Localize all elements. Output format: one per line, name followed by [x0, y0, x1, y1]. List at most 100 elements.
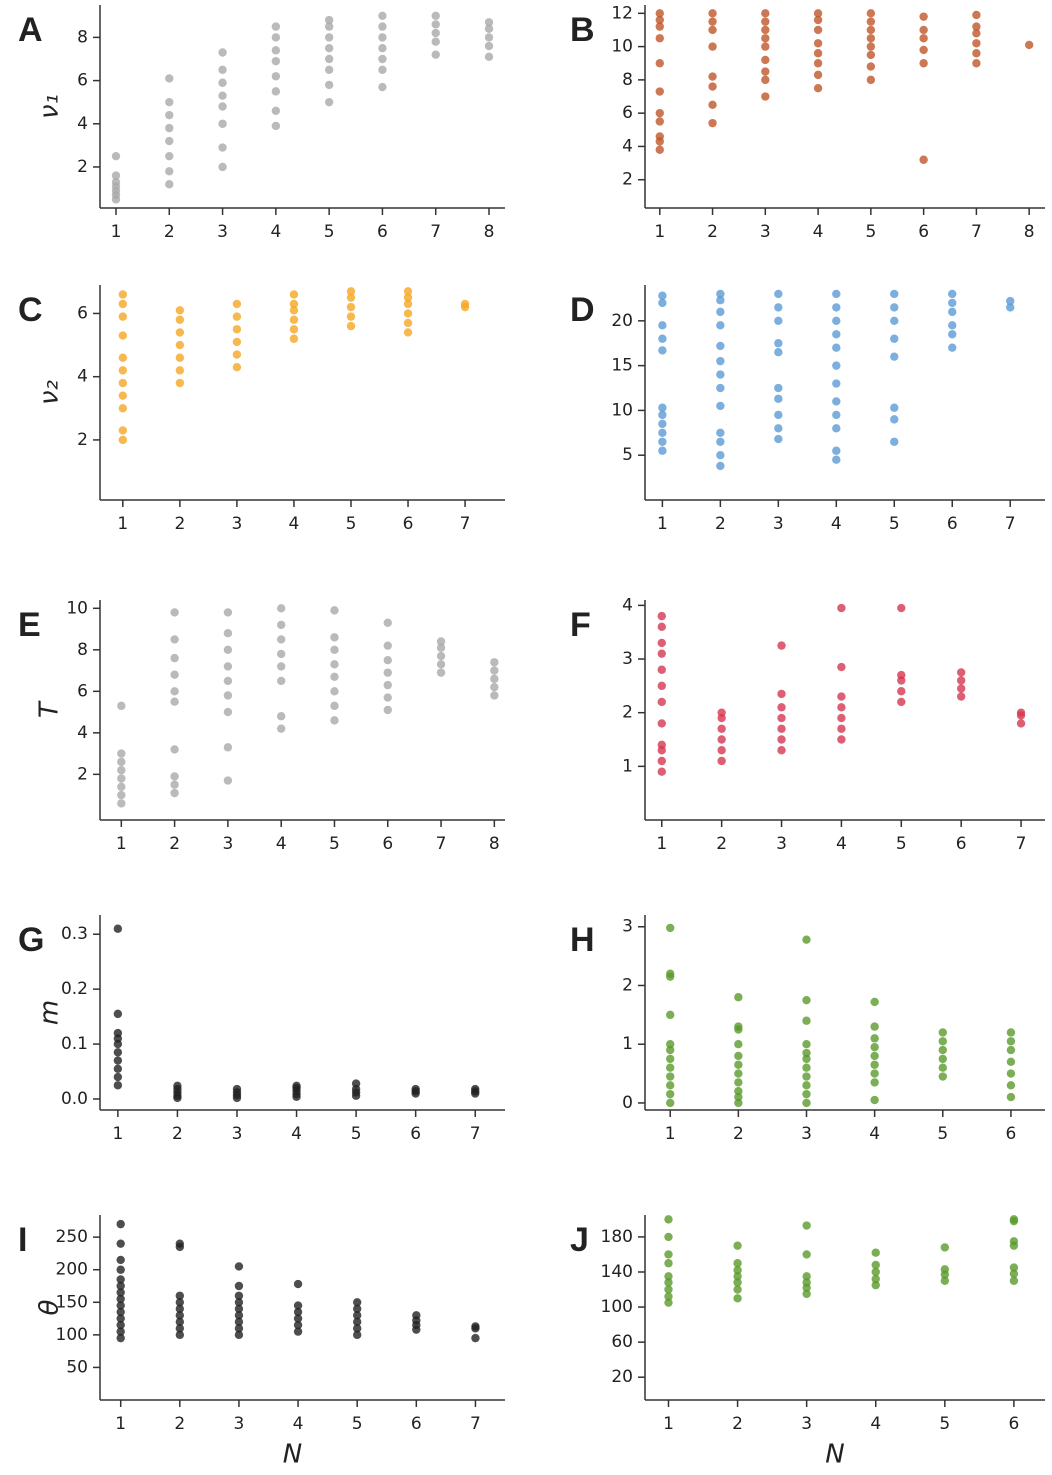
y-tick-label: 0.1 — [61, 1034, 88, 1054]
point — [165, 98, 173, 106]
point — [867, 42, 875, 50]
point — [490, 691, 498, 699]
point — [176, 1239, 184, 1247]
point — [666, 1040, 674, 1048]
point — [814, 84, 822, 92]
point — [233, 312, 241, 320]
y-tick-label: 8 — [622, 70, 633, 90]
point — [870, 1022, 878, 1030]
x-tick-label: 1 — [665, 1124, 676, 1144]
x-tick-label: 4 — [289, 514, 300, 534]
x-tick-label: 6 — [947, 514, 958, 534]
point — [656, 132, 664, 140]
point — [761, 42, 769, 50]
point — [777, 714, 785, 722]
x-tick-label: 6 — [403, 514, 414, 534]
point — [832, 447, 840, 455]
point — [437, 652, 445, 660]
y-tick-label: 2 — [622, 975, 633, 995]
point — [814, 59, 822, 67]
point — [972, 39, 980, 47]
point — [119, 300, 127, 308]
x-tick-label: 3 — [773, 514, 784, 534]
point — [802, 1090, 810, 1098]
point — [837, 692, 845, 700]
point — [870, 1078, 878, 1086]
point — [658, 719, 666, 727]
point — [176, 379, 184, 387]
point — [218, 92, 226, 100]
x-tick-label: 4 — [870, 1414, 881, 1434]
point — [666, 1055, 674, 1063]
point — [802, 1099, 810, 1107]
point — [1010, 1215, 1018, 1223]
point — [774, 303, 782, 311]
y-tick-label: 0 — [622, 1093, 633, 1113]
point — [939, 1064, 947, 1072]
point — [224, 646, 232, 654]
point — [656, 109, 664, 117]
point — [290, 325, 298, 333]
point — [1017, 708, 1025, 716]
point — [116, 1266, 124, 1274]
point — [708, 9, 716, 17]
point — [734, 1061, 742, 1069]
x-tick-label: 6 — [411, 1414, 422, 1434]
panel-label: I — [18, 1221, 27, 1259]
x-tick-label: 7 — [470, 1124, 481, 1144]
x-tick-label: 4 — [869, 1124, 880, 1144]
point — [378, 33, 386, 41]
point — [224, 776, 232, 784]
point — [777, 746, 785, 754]
point — [802, 935, 810, 943]
point — [119, 354, 127, 362]
point — [802, 996, 810, 1004]
point — [170, 697, 178, 705]
point — [290, 290, 298, 298]
y-tick-label: 2 — [77, 157, 88, 177]
point — [1007, 1058, 1015, 1066]
point — [272, 107, 280, 115]
point — [165, 180, 173, 188]
point — [347, 287, 355, 295]
point — [658, 698, 666, 706]
point — [119, 404, 127, 412]
point — [272, 122, 280, 130]
y-tick-label: 3 — [622, 649, 633, 669]
point — [890, 290, 898, 298]
y-tick-label: 2 — [622, 703, 633, 723]
point — [664, 1250, 672, 1258]
point — [272, 22, 280, 30]
point — [1007, 1093, 1015, 1101]
point — [224, 629, 232, 637]
x-tick-label: 7 — [430, 222, 441, 242]
point — [384, 693, 392, 701]
point — [832, 290, 840, 298]
point — [658, 623, 666, 631]
point — [972, 49, 980, 57]
point — [1006, 297, 1014, 305]
point — [774, 424, 782, 432]
point — [656, 34, 664, 42]
y-tick-label: 10 — [66, 598, 88, 618]
point — [117, 799, 125, 807]
point — [802, 1221, 810, 1229]
point — [666, 1090, 674, 1098]
point — [218, 163, 226, 171]
point — [471, 1085, 479, 1093]
x-tick-label: 4 — [813, 222, 824, 242]
point — [233, 1085, 241, 1093]
x-tick-label: 2 — [707, 222, 718, 242]
point — [890, 404, 898, 412]
x-tick-label: 2 — [716, 834, 727, 854]
point — [948, 299, 956, 307]
x-tick-label: 7 — [436, 834, 447, 854]
point — [117, 774, 125, 782]
point — [832, 397, 840, 405]
point — [233, 300, 241, 308]
point — [837, 703, 845, 711]
x-tick-label: 5 — [324, 222, 335, 242]
point — [666, 970, 674, 978]
x-tick-label: 6 — [377, 222, 388, 242]
point — [165, 111, 173, 119]
